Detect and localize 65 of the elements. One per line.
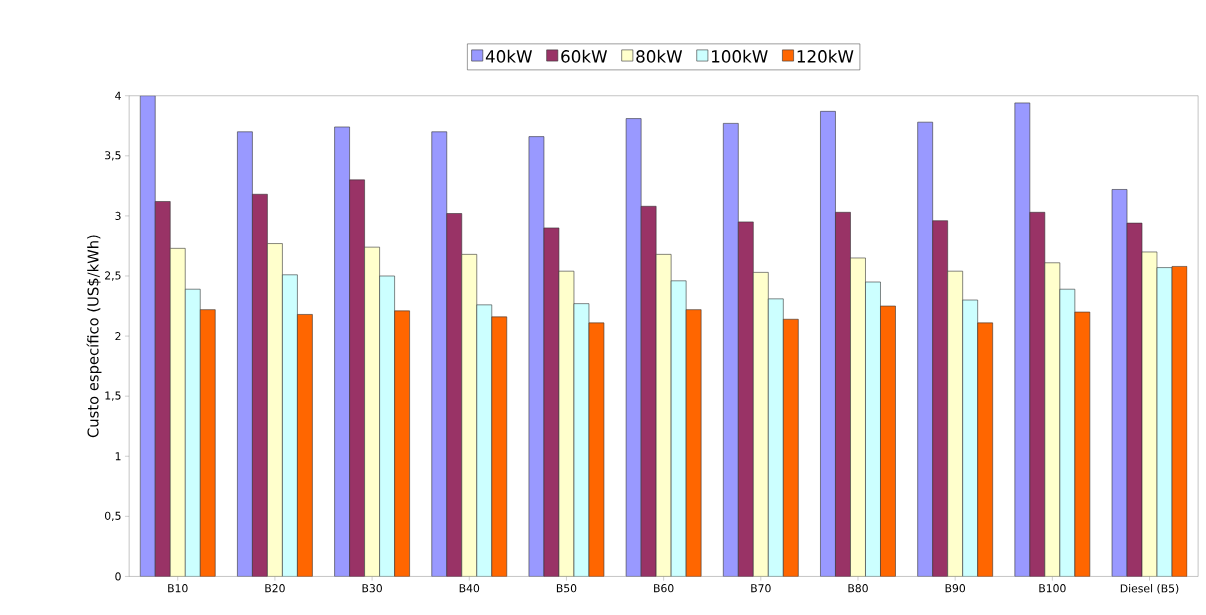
bar [880, 305, 896, 577]
x-tick-label: B10 [168, 584, 188, 593]
bar [850, 257, 866, 577]
y-tick-label: 4 [115, 91, 121, 100]
y-tick-label: 0 [115, 572, 121, 581]
y-tick-label: 2 [115, 332, 121, 341]
bar [783, 319, 799, 577]
bar [297, 314, 313, 577]
y-tick-label: 3,5 [105, 151, 121, 161]
bar [394, 310, 410, 577]
y-tick-label: 0,5 [104, 511, 121, 522]
bar [476, 304, 493, 577]
bar [723, 123, 739, 577]
bar [446, 213, 463, 577]
bar [154, 201, 171, 577]
x-tick-label: B70 [751, 584, 771, 593]
bar [738, 221, 754, 577]
x-tick-label: B60 [654, 584, 674, 593]
bar [282, 274, 298, 577]
x-tick-label: B100 [1039, 584, 1066, 593]
bar [139, 95, 156, 577]
bar [491, 316, 508, 577]
bar [267, 243, 283, 577]
bar [461, 254, 478, 577]
x-tick-label: Diesel (B5) [1120, 584, 1179, 594]
bar [962, 299, 978, 577]
bar [1044, 262, 1061, 577]
bar [1014, 102, 1031, 577]
bar [169, 248, 186, 577]
bar [1029, 212, 1046, 577]
bar [199, 309, 216, 577]
bar [820, 111, 836, 577]
x-tick-label: B50 [556, 584, 577, 593]
bar [349, 179, 365, 577]
legend-label: 100kW [712, 49, 768, 63]
bar [865, 281, 881, 577]
bar [431, 131, 448, 577]
bar [334, 126, 350, 577]
x-tick-label: B80 [848, 584, 868, 593]
bar [977, 322, 993, 577]
x-tick-label: B20 [265, 584, 285, 593]
y-tick-label: 3 [115, 211, 121, 221]
bar [1059, 288, 1076, 577]
bar [379, 275, 395, 577]
bar [184, 288, 201, 577]
bar [932, 220, 948, 577]
y-axis-title: Custo específico (US$/kWh) [86, 235, 102, 438]
legend-label: 40kW [485, 49, 532, 63]
bar [252, 194, 268, 577]
y-tick-label: 1 [115, 452, 121, 461]
x-tick-label: B30 [362, 584, 382, 593]
legend-label: 60kW [561, 49, 608, 63]
y-tick-label: 1,5 [105, 391, 121, 401]
bar [753, 272, 769, 577]
bar [768, 298, 784, 577]
legend-label: 120kW [797, 49, 854, 63]
x-tick-label: B40 [459, 584, 480, 593]
x-tick-label: B90 [945, 584, 966, 593]
bar [917, 121, 933, 577]
bar [835, 212, 851, 577]
legend-label: 80kW [636, 49, 683, 63]
y-tick-label: 2,5 [105, 271, 121, 281]
bar [364, 246, 380, 577]
bar [237, 131, 253, 577]
bar [947, 270, 963, 577]
